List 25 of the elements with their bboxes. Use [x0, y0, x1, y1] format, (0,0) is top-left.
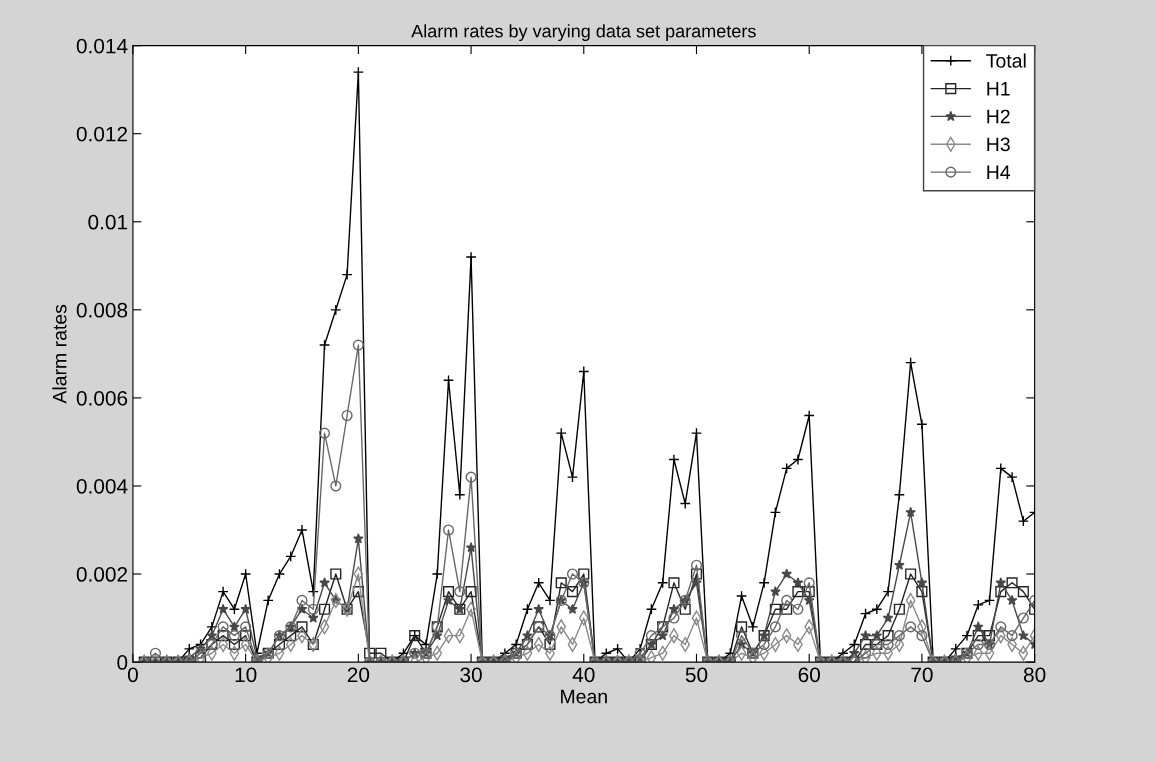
y-tick-label: 0.01 — [88, 214, 128, 230]
y-tick-label: 0 — [117, 655, 128, 670]
x-tick-label: 40 — [572, 667, 595, 683]
legend-label: H1 — [987, 82, 1010, 96]
x-axis-title: Mean — [561, 689, 607, 704]
x-tick-label: 30 — [460, 667, 482, 683]
y-tick-label: 0.004 — [76, 478, 128, 494]
y-tick-label: 0.012 — [76, 126, 128, 142]
legend-label: Total — [986, 53, 1026, 68]
x-tick-label: 50 — [685, 667, 708, 683]
legend-label: H4 — [987, 165, 1011, 179]
chart-title: Alarm rates by varying data set parameters — [411, 24, 756, 42]
x-tick-label: 60 — [798, 667, 820, 683]
legend-label: H3 — [987, 137, 1010, 152]
y-tick-label: 0.014 — [76, 38, 128, 54]
x-tick-label: 80 — [1023, 667, 1046, 683]
y-tick-label: 0.002 — [76, 567, 128, 582]
x-tick-label: 20 — [347, 667, 370, 683]
y-tick-label: 0.006 — [76, 390, 128, 406]
y-tick-label: 0.008 — [76, 302, 128, 318]
y-axis-title: Alarm rates — [52, 304, 67, 404]
legend-label: H2 — [987, 109, 1010, 124]
x-tick-label: 0 — [127, 667, 138, 683]
x-tick-label: 70 — [911, 667, 933, 683]
x-tick-label: 10 — [235, 667, 257, 683]
